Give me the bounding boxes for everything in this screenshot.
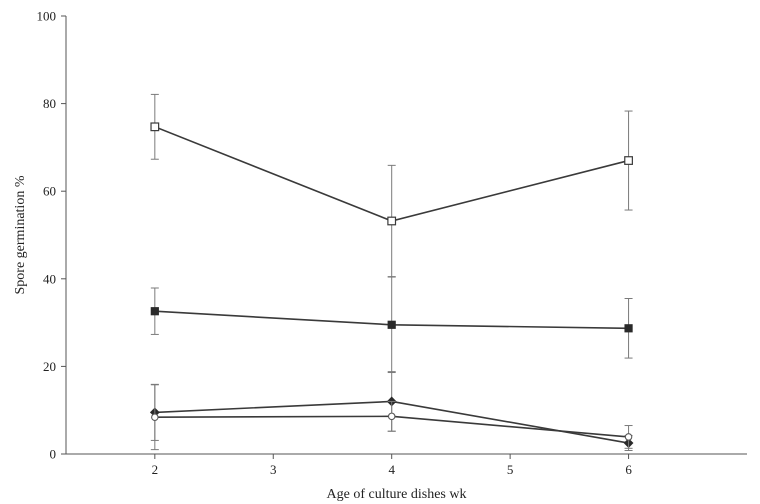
y-tick-label-20: 20 — [43, 359, 56, 374]
x-tick-label-2: 2 — [152, 462, 159, 477]
y-tick-label-60: 60 — [43, 184, 56, 199]
x-tick-label-5: 5 — [507, 462, 514, 477]
x-tick-label-6: 6 — [625, 462, 632, 477]
series-group — [149, 93, 634, 451]
x-axis: 2 3 4 5 6 — [66, 453, 747, 477]
series-2-point-3 — [624, 324, 633, 333]
series-2-point-1 — [150, 307, 159, 316]
y-tick-label-0: 0 — [50, 447, 57, 462]
y-tick-label-40: 40 — [43, 271, 56, 286]
series-2 — [150, 276, 633, 374]
y-tick-label-100: 100 — [37, 9, 57, 24]
series-4 — [150, 384, 633, 451]
x-tick-label-3: 3 — [270, 462, 277, 477]
series-2-point-2 — [387, 320, 396, 329]
series-1 — [150, 93, 633, 278]
y-tick-label-80: 80 — [43, 96, 56, 111]
y-axis: 0 20 40 60 80 100 — [37, 9, 67, 462]
series-1-point-2 — [387, 216, 397, 226]
series-1-point-1 — [150, 122, 160, 132]
x-axis-title: Age of culture dishes wk — [327, 487, 467, 502]
series-4-point-3 — [624, 433, 633, 441]
series-4-point-1 — [151, 413, 159, 421]
series-1-point-3 — [624, 156, 633, 165]
y-axis-title: Spore germination % — [13, 175, 28, 294]
x-tick-label-4: 4 — [388, 462, 395, 477]
series-4-point-2 — [387, 412, 396, 421]
